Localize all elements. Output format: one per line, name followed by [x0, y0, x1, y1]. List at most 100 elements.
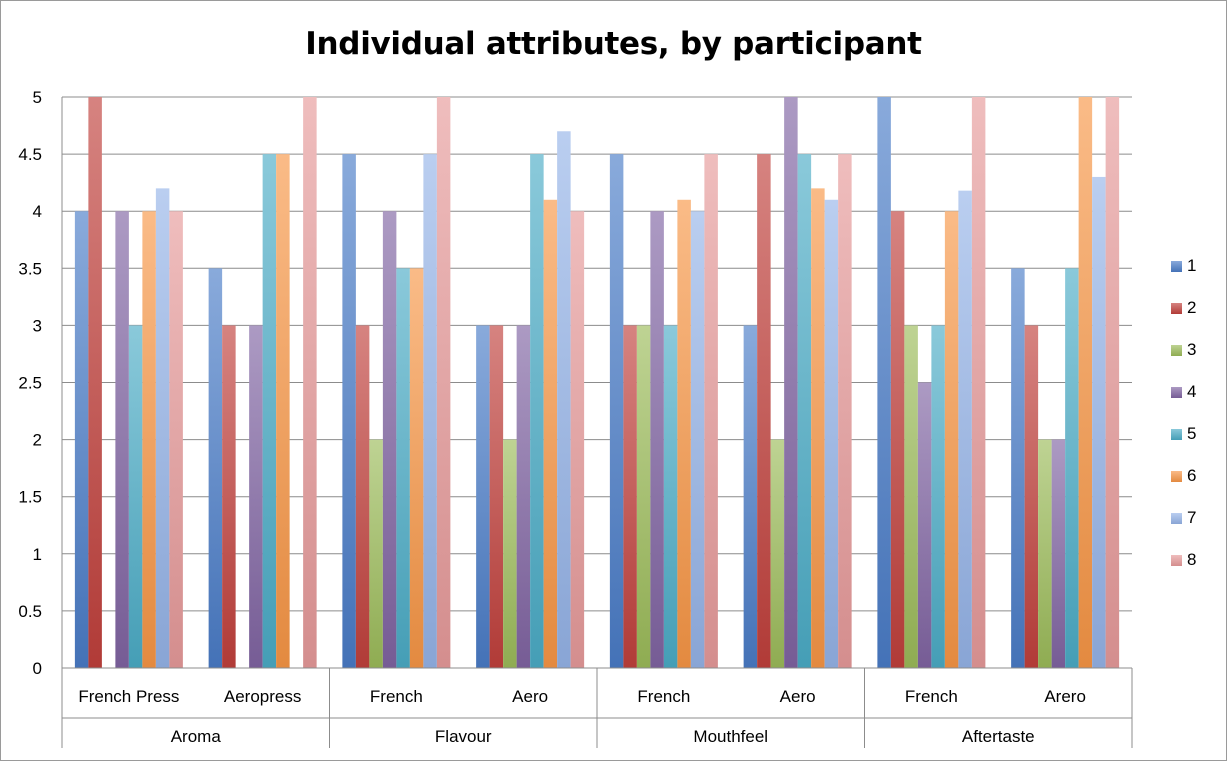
bar-series-5 [530, 154, 544, 669]
legend-label-8: 8 [1187, 550, 1196, 569]
legend-swatch-1 [1171, 261, 1182, 272]
legend: 1 2 3 4 5 6 7 8 [1171, 256, 1196, 569]
bar-series-6 [142, 211, 156, 668]
y-tick-label: 5 [33, 88, 42, 107]
y-tick-label: 1 [33, 545, 42, 564]
bar-series-5 [797, 154, 812, 669]
legend-swatch-3 [1171, 345, 1182, 356]
legend-swatch-4 [1171, 387, 1182, 398]
legend-swatch-6 [1171, 471, 1182, 482]
legend-label-2: 2 [1187, 298, 1196, 317]
bar-series-8 [570, 211, 585, 668]
bar-series-2 [623, 325, 637, 668]
bar-series-7 [423, 154, 437, 669]
legend-label-1: 1 [1187, 256, 1196, 275]
bar-series-1 [743, 325, 758, 668]
bar-series-6 [944, 211, 959, 668]
bar-series-5 [262, 154, 277, 669]
bar-series-5 [396, 268, 410, 668]
y-tick-label: 2.5 [18, 374, 42, 393]
bar-series-8 [971, 97, 986, 668]
bar-series-7 [1092, 176, 1106, 668]
x-category-label: French [905, 687, 958, 706]
bar-series-6 [811, 188, 825, 669]
x-category-label: French [637, 687, 690, 706]
bar-series-7 [690, 211, 705, 668]
y-tick-label: 3 [33, 316, 42, 335]
x-category-label: Aeropress [224, 687, 301, 706]
bar-series-6 [276, 154, 290, 669]
bar-series-7 [557, 131, 571, 668]
x-group-label: Aftertaste [962, 727, 1035, 746]
y-tick-label: 4.5 [18, 145, 42, 164]
x-category-label: Aero [780, 687, 816, 706]
bar-series-1 [342, 154, 356, 669]
y-tick-label: 1.5 [18, 488, 42, 507]
legend-label-4: 4 [1187, 382, 1196, 401]
bar-series-8 [303, 97, 317, 668]
bar-series-8 [704, 154, 718, 669]
bar-series-8 [1105, 97, 1120, 668]
x-category-label: French Press [78, 687, 179, 706]
x-group-label: Aroma [171, 727, 222, 746]
bar-series-5 [931, 325, 945, 668]
bar-series-1 [1011, 268, 1025, 668]
bar-series-7 [958, 190, 972, 668]
bar-series-4 [784, 97, 798, 668]
bar-series-3 [369, 439, 383, 668]
bar-series-2 [355, 325, 370, 668]
legend-label-3: 3 [1187, 340, 1196, 359]
y-tick-label: 0 [33, 659, 42, 678]
y-tick-label: 4 [33, 202, 42, 221]
bar-series-1 [476, 325, 490, 668]
bar-series-6 [677, 199, 691, 668]
y-tick-label: 3.5 [18, 259, 42, 278]
legend-swatch-2 [1171, 303, 1182, 314]
bar-series-5 [663, 325, 678, 668]
legend-swatch-7 [1171, 513, 1182, 524]
bar-series-1 [609, 154, 624, 669]
bar-series-8 [436, 97, 451, 668]
legend-label-6: 6 [1187, 466, 1196, 485]
y-tick-label: 2 [33, 431, 42, 450]
bar-series-3 [770, 439, 785, 668]
legend-label-5: 5 [1187, 424, 1196, 443]
bar-series-2 [890, 211, 905, 668]
y-tick-label: 0.5 [18, 602, 42, 621]
bar-series-4 [917, 382, 932, 668]
x-axis [61, 667, 1133, 748]
bar-series-3 [636, 325, 651, 668]
bar-series-8 [838, 154, 852, 669]
bar-series-1 [74, 211, 89, 668]
bar-series-5 [1065, 268, 1079, 668]
bar-series-7 [155, 188, 170, 669]
bar-series-1 [208, 268, 223, 668]
bar-series-4 [382, 211, 397, 668]
bar-series-3 [904, 325, 918, 668]
bar-series-3 [1038, 439, 1052, 668]
bar-series-8 [169, 211, 183, 668]
x-category-label: French [370, 687, 423, 706]
bar-series-2 [1024, 325, 1039, 668]
bar-series-2 [757, 154, 771, 669]
bar-series-6 [409, 268, 424, 668]
bar-series-5 [128, 325, 143, 668]
bar-series-1 [877, 97, 891, 668]
bar-series-4 [516, 325, 531, 668]
bar-series-6 [543, 199, 558, 668]
legend-swatch-8 [1171, 555, 1182, 566]
x-category-label: Arero [1044, 687, 1086, 706]
x-category-label: Aero [512, 687, 548, 706]
bar-series-2 [489, 325, 504, 668]
bar-series-2 [222, 325, 236, 668]
legend-label-7: 7 [1187, 508, 1196, 527]
bar-series-4 [115, 211, 129, 668]
x-axis-category-labels: French Press Aeropress Aroma French Aero Flav… [78, 687, 1086, 746]
bar-series-4 [249, 325, 263, 668]
bars [74, 97, 1120, 669]
bar-series-6 [1078, 97, 1093, 668]
legend-swatch-5 [1171, 429, 1182, 440]
x-group-label: Flavour [435, 727, 492, 746]
bar-series-3 [503, 439, 517, 668]
